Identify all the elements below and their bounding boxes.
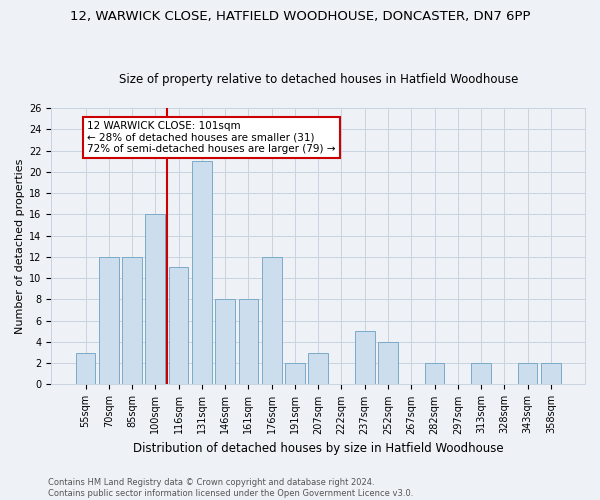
Bar (99, 257, 119, 384)
Bar (541, 363, 561, 384)
Text: Contains HM Land Registry data © Crown copyright and database right 2024.
Contai: Contains HM Land Registry data © Crown c… (48, 478, 413, 498)
Bar (355, 332, 374, 384)
X-axis label: Distribution of detached houses by size in Hatfield Woodhouse: Distribution of detached houses by size … (133, 442, 503, 455)
Bar (308, 352, 328, 384)
Bar (518, 363, 538, 384)
Bar (76, 352, 95, 384)
Bar (169, 268, 188, 384)
Text: 12 WARWICK CLOSE: 101sqm
← 28% of detached houses are smaller (31)
72% of semi-d: 12 WARWICK CLOSE: 101sqm ← 28% of detach… (87, 121, 335, 154)
Bar (192, 161, 212, 384)
Bar (425, 363, 445, 384)
Bar (471, 363, 491, 384)
Bar (239, 300, 258, 384)
Bar (122, 257, 142, 384)
Bar (285, 363, 305, 384)
Title: Size of property relative to detached houses in Hatfield Woodhouse: Size of property relative to detached ho… (119, 73, 518, 86)
Bar (215, 300, 235, 384)
Bar (378, 342, 398, 384)
Bar (262, 257, 281, 384)
Text: 12, WARWICK CLOSE, HATFIELD WOODHOUSE, DONCASTER, DN7 6PP: 12, WARWICK CLOSE, HATFIELD WOODHOUSE, D… (70, 10, 530, 23)
Y-axis label: Number of detached properties: Number of detached properties (15, 158, 25, 334)
Bar (145, 214, 165, 384)
